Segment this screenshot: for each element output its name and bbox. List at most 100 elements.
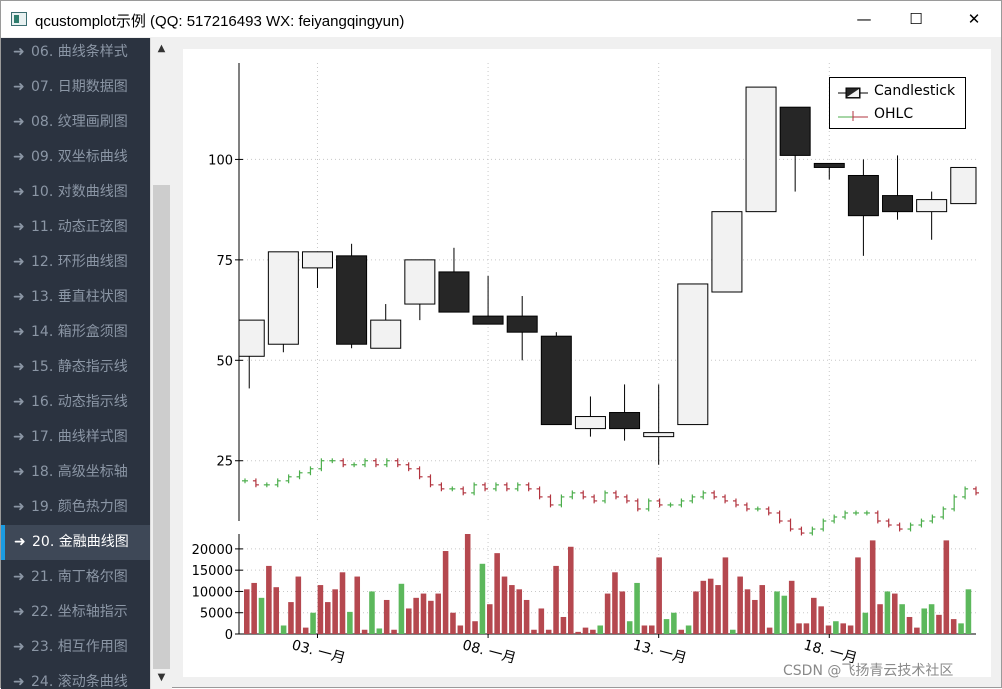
arrow-right-icon: ➜ xyxy=(13,44,25,60)
sidebar-item[interactable]: ➜ 07. 日期数据图 xyxy=(1,70,150,105)
sidebar-item[interactable]: ➜ 18. 高级坐标轴 xyxy=(1,455,150,490)
sidebar-item-label: 21. 南丁格尔图 xyxy=(31,569,128,585)
volume-bar xyxy=(892,593,898,634)
candle xyxy=(643,432,675,438)
volume-bar xyxy=(693,591,699,634)
volume-bar xyxy=(685,625,692,634)
sidebar-item-label: 14. 箱形盒须图 xyxy=(31,324,128,340)
sidebar-scrollbar[interactable]: ▲ ▼ xyxy=(150,38,172,689)
volume-bar xyxy=(943,540,950,634)
volume-bar xyxy=(641,625,648,634)
main-plot-layer: 25 50 75 100 0 5000 10000 15000 20000 03. 一月 08. 一… xyxy=(192,63,979,667)
volume-bar xyxy=(781,595,788,634)
sidebar-item[interactable]: ➜ 12. 环形曲线图 xyxy=(1,245,150,280)
volume-bar xyxy=(347,611,353,634)
sidebar-item[interactable]: ➜ 13. 垂直柱状图 xyxy=(1,280,150,315)
volume-bar xyxy=(744,589,751,634)
sidebar-item-label: 06. 曲线条样式 xyxy=(31,44,128,60)
sidebar-nav: ➜ 06. 曲线条样式 ➜ 07. 日期数据图 ➜ 08. 纹理画刷图 ➜ 09. 双坐标曲线… xyxy=(1,38,150,689)
sidebar-item[interactable]: ➜ 17. 曲线样式图 xyxy=(1,420,150,455)
volume-bar xyxy=(494,553,500,634)
volume-bar xyxy=(928,604,935,634)
volume-bar xyxy=(406,608,412,634)
volume-bar xyxy=(332,589,338,634)
volume-bar xyxy=(634,582,640,634)
volume-bar xyxy=(833,621,839,634)
sidebar-item[interactable]: ➜ 06. 曲线条样式 xyxy=(1,38,150,70)
volume-bar xyxy=(825,625,832,634)
candle xyxy=(711,211,743,293)
volume-bar xyxy=(715,585,721,634)
maximize-button[interactable]: ☐ xyxy=(909,10,923,28)
arrow-right-icon: ➜ xyxy=(13,639,25,655)
sidebar-item[interactable]: ➜ 23. 相互作用图 xyxy=(1,630,150,665)
volume-bar xyxy=(862,612,869,634)
volume-bar xyxy=(479,563,486,634)
volume-bar xyxy=(840,623,847,634)
sidebar-item[interactable]: ➜ 15. 静态指示线 xyxy=(1,350,150,385)
sidebar-item-label: 16. 动态指示线 xyxy=(31,394,128,410)
sidebar-item[interactable]: ➜ 22. 坐标轴指示 xyxy=(1,595,150,630)
candle xyxy=(882,195,914,213)
volume-bar xyxy=(590,629,596,634)
legend-label: Candlestick xyxy=(874,83,956,99)
volume-bar xyxy=(575,631,581,634)
watermark: CSDN @飞扬青云技术社区 xyxy=(783,663,954,679)
candle xyxy=(506,315,538,333)
volume-bar xyxy=(788,580,795,634)
candle xyxy=(950,166,977,205)
scroll-down-arrow-icon[interactable]: ▼ xyxy=(157,672,166,683)
sidebar-item[interactable]: ➜ 08. 纹理画刷图 xyxy=(1,105,150,140)
candle xyxy=(574,416,606,430)
close-button[interactable]: ✕ xyxy=(967,10,981,28)
arrow-right-icon: ➜ xyxy=(13,394,25,410)
legend-item-ohlc: OHLC xyxy=(838,104,913,124)
sidebar-item-label: 12. 环形曲线图 xyxy=(31,254,128,270)
volume-bar xyxy=(855,557,861,634)
legend-label: OHLC xyxy=(874,106,914,122)
sidebar-item[interactable]: ➜ 16. 动态指示线 xyxy=(1,385,150,420)
sidebar-item[interactable]: ➜ 20. 金融曲线图 xyxy=(1,525,150,560)
sidebar-item[interactable]: ➜ 10. 对数曲线图 xyxy=(1,175,150,210)
volume-bar xyxy=(339,572,346,634)
minimize-button[interactable]: — xyxy=(856,10,872,28)
scroll-up-arrow-icon[interactable]: ▲ xyxy=(157,43,166,54)
arrow-right-icon: ➜ xyxy=(13,149,25,165)
sidebar-item-label: 17. 曲线样式图 xyxy=(31,429,128,445)
volume-bar xyxy=(288,602,294,634)
volume-bar xyxy=(523,599,530,634)
sidebar-item[interactable]: ➜ 14. 箱形盒须图 xyxy=(1,315,150,350)
chart-legend: Candlestick OHLC xyxy=(829,77,966,129)
sidebar-item[interactable]: ➜ 11. 动态正弦图 xyxy=(1,210,150,245)
candle xyxy=(779,106,811,156)
y-tick-label: 5000 xyxy=(200,607,233,622)
arrow-right-icon: ➜ xyxy=(13,499,25,515)
volume-bar xyxy=(413,597,419,634)
scroll-thumb[interactable] xyxy=(153,185,170,669)
arrow-right-icon: ➜ xyxy=(13,429,25,445)
volume-bar xyxy=(906,616,913,634)
y-tick-label: 100 xyxy=(208,153,233,168)
volume-bar xyxy=(553,565,559,634)
sidebar-item[interactable]: ➜ 21. 南丁格尔图 xyxy=(1,560,150,595)
volume-bar xyxy=(391,629,397,634)
volume-bar xyxy=(582,627,589,634)
volume-bar xyxy=(509,585,515,634)
arrow-right-icon: ➜ xyxy=(13,604,25,620)
volume-bar xyxy=(737,576,743,634)
volume-bar xyxy=(774,591,780,634)
sidebar-item-label: 11. 动态正弦图 xyxy=(31,219,128,235)
sidebar-item-label: 07. 日期数据图 xyxy=(31,79,128,95)
volume-bar xyxy=(649,625,655,634)
candle xyxy=(370,319,402,349)
sidebar-item[interactable]: ➜ 09. 双坐标曲线 xyxy=(1,140,150,175)
volume-bar xyxy=(950,619,957,634)
sidebar-item-label: 22. 坐标轴指示 xyxy=(31,604,128,620)
sidebar-item-label: 19. 颜色热力图 xyxy=(31,499,128,515)
window-title: qcustomplot示例 (QQ: 517216493 WX: feiyang… xyxy=(35,13,405,30)
candle xyxy=(540,335,572,426)
arrow-right-icon: ➜ xyxy=(13,569,25,585)
sidebar-item[interactable]: ➜ 24. 滚动条曲线 xyxy=(1,665,150,689)
sidebar-item[interactable]: ➜ 19. 颜色热力图 xyxy=(1,490,150,525)
